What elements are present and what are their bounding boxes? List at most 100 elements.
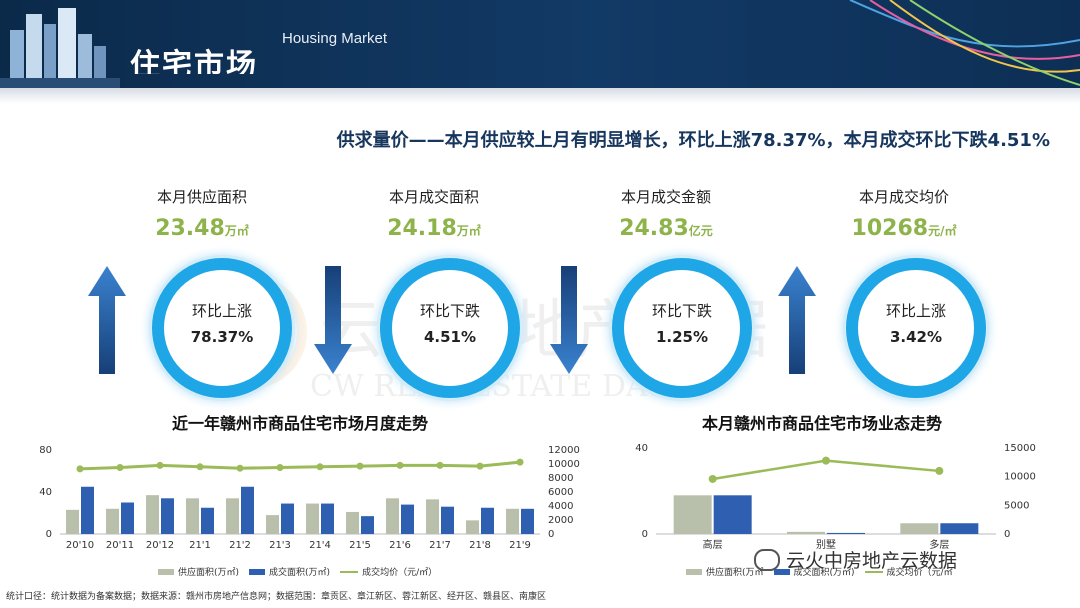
legend-right: 供应面积(万㎡ 成交面积(万㎡) 成交均价（元/㎡ [686,565,953,578]
y-right-tick-label: 5000 [1004,500,1029,511]
change-ring-avg-price: 环比上涨 3.42% [846,258,986,398]
y-left-tick-label: 40 [39,487,52,498]
bar-deal [713,495,752,534]
price-marker [76,465,84,473]
kpi-label-deal-amount: 本月成交金额 [620,188,711,206]
arrow-up-icon [88,266,126,374]
x-tick-label: 20'10 [66,540,94,551]
change-label: 环比下跌 [419,302,480,320]
bar-deal [281,503,294,534]
bar-deal [321,503,334,534]
bar-supply [673,495,712,534]
chart-title-type: 本月赣州市商品住宅市场业态走势 [702,414,943,433]
legend-swatch-supply [686,568,702,575]
x-tick-label: 21'3 [269,540,291,551]
legend-swatch-deal [249,568,266,575]
headline: 供求量价——本月供应较上月有明显增长，环比上涨78.37%，本月成交环比下跌4.… [336,130,1050,151]
bar-supply [66,509,79,534]
price-marker [356,462,364,470]
bar-deal [940,523,979,534]
x-tick-label: 21'6 [389,540,411,551]
change-value: 4.51% [423,328,477,346]
y-right-tick-label: 6000 [548,487,573,498]
bar-supply [506,508,519,534]
bar-supply [186,498,199,534]
legend-label-deal: 成交面积(万㎡) [269,568,331,578]
footnote: 统计口径：统计数据为备案数据；数据来源：赣州市房地产信息网；数据范围：章贡区、章… [6,592,547,602]
bar-deal [201,507,214,534]
y-right-tick-label: 4000 [548,501,573,512]
x-tick-label: 别墅 [816,539,836,551]
bar-deal [161,498,174,534]
bar-deal [81,486,94,534]
legend-swatch-supply [158,568,174,575]
x-tick-label: 21'8 [469,540,491,551]
price-marker [708,474,717,483]
price-marker [516,458,524,466]
legend-label-price: 成交均价（元/㎡） [362,568,438,578]
legend-label-supply: 供应面积(万㎡) [178,568,240,578]
bar-deal [361,516,374,534]
kpi-label-avg-price: 本月成交均价 [858,188,949,206]
bar-supply [346,511,359,534]
price-marker [116,464,124,471]
x-tick-label: 21'2 [229,540,251,551]
legend-label-supply: 供应面积(万㎡ [706,568,764,578]
change-label: 环比上涨 [191,302,252,320]
x-tick-label: 多层 [929,538,949,551]
price-marker [196,463,204,471]
legend-swatch-price [864,570,883,573]
y-right-tick-label: 2000 [548,515,573,526]
bar-deal [401,504,414,534]
bar-supply [386,498,399,534]
bar-deal [241,486,254,534]
bar-deal [827,532,865,534]
x-tick-label: 21'7 [429,540,451,551]
bar-supply [900,523,939,534]
price-marker [236,464,244,472]
y-left-tick-label: 40 [635,443,648,454]
type-trend-chart: 0 40 0 5000 10000 15000 高层 别墅 多层 [635,443,1036,551]
price-marker [396,461,404,469]
change-value: 1.25% [655,328,709,346]
bar-supply [466,520,479,534]
wechat-icon [754,548,780,571]
bar-supply [266,515,279,534]
kpi-label-supply: 本月供应面积 [156,188,247,206]
kpi-value-supply: 23.48万㎡ [155,216,249,241]
change-ring-supply: 环比上涨 78.37% [152,258,292,398]
bar-supply [306,503,319,534]
legend-label-deal: 成交面积(万㎡) [793,568,855,578]
header-banner: 住宅市场 Housing Market [0,0,1080,88]
y-right-tick-label: 10000 [1004,472,1036,483]
change-ring-deal-area: 环比下跌 4.51% [380,258,520,398]
bar-deal [521,508,534,534]
wechat-account: 云火中房地产云数据 [754,546,957,573]
change-label: 环比上涨 [885,302,946,320]
legend-label-price: 成交均价（元/㎡ [886,568,953,578]
legend-swatch-price [340,570,359,573]
x-tick-label: 21'1 [189,540,211,551]
y-right-tick-label: 0 [548,529,554,540]
change-value: 78.37% [190,328,254,346]
wechat-name: 云火中房地产云数据 [786,550,958,572]
arrow-up-icon [778,266,816,374]
y-right-tick-label: 0 [1004,529,1010,540]
x-tick-label: 21'4 [309,540,331,551]
page-title: 住宅市场 [130,48,258,74]
x-tick-label: 20'11 [106,540,134,551]
kpi-value-avg-price: 10268元/㎡ [851,216,957,241]
legend-swatch-deal [773,568,790,575]
x-tick-label: 21'9 [509,540,531,551]
price-marker [476,462,484,470]
x-tick-label: 高层 [703,538,723,551]
bar-supply [787,531,825,534]
y-right-tick-label: 10000 [548,459,580,470]
bar-deal [121,502,134,534]
monthly-trend-chart: 0 40 80 0 2000 4000 6000 8000 10000 12000 20'10 20'… [39,445,580,551]
x-tick-label: 21'5 [349,540,371,551]
y-right-tick-label: 8000 [548,473,573,484]
kpi-value-deal-area: 24.18万㎡ [387,216,481,241]
change-label: 环比下跌 [651,302,712,320]
bar-supply [226,498,239,534]
